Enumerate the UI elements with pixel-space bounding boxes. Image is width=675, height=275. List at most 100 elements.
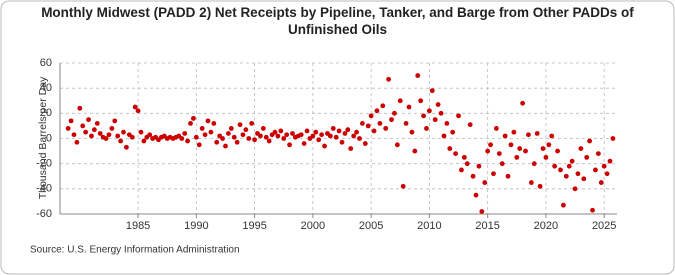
point — [444, 121, 450, 126]
point — [129, 134, 135, 140]
point — [523, 148, 528, 154]
y-tick-label: 0 — [46, 132, 52, 144]
point — [287, 142, 292, 148]
point — [488, 142, 493, 148]
point — [80, 123, 86, 129]
point — [470, 173, 476, 179]
point — [424, 126, 429, 131]
point — [400, 183, 406, 189]
point — [322, 143, 327, 149]
point — [461, 154, 467, 160]
point — [549, 133, 555, 139]
point — [342, 131, 348, 136]
point — [467, 122, 473, 128]
point — [578, 146, 584, 151]
point — [377, 121, 383, 126]
point — [199, 126, 205, 131]
point — [266, 138, 272, 144]
point — [499, 161, 505, 167]
point — [517, 146, 523, 151]
point — [435, 102, 441, 107]
point — [359, 121, 365, 126]
point — [429, 88, 435, 94]
point — [124, 144, 129, 150]
point — [514, 154, 520, 160]
point — [351, 133, 357, 139]
point — [86, 117, 91, 123]
point — [290, 131, 295, 136]
point — [68, 118, 74, 124]
point — [240, 132, 246, 138]
point — [135, 108, 141, 114]
point — [106, 132, 112, 138]
point — [228, 126, 234, 131]
point — [185, 138, 190, 144]
point — [260, 126, 266, 131]
point — [179, 136, 185, 141]
point — [482, 180, 488, 185]
x-tick-label: 2025 — [592, 220, 616, 232]
point — [505, 173, 511, 179]
point — [479, 209, 485, 214]
source: Source: U.S. Energy Information Administ… — [30, 245, 240, 256]
point — [526, 132, 531, 138]
point — [310, 133, 316, 139]
point — [258, 133, 263, 139]
x-tick-label: 2005 — [359, 220, 383, 232]
point — [304, 128, 310, 134]
point — [607, 158, 613, 164]
point — [103, 136, 109, 141]
point — [412, 148, 418, 154]
point — [558, 167, 563, 173]
point — [74, 139, 80, 145]
y-tick-label: -60 — [36, 208, 52, 220]
point — [389, 117, 394, 123]
point — [459, 167, 464, 173]
point — [453, 151, 459, 157]
point — [476, 163, 482, 169]
point — [593, 167, 598, 173]
point — [520, 100, 526, 106]
point — [118, 138, 123, 144]
point — [441, 133, 447, 139]
point — [141, 138, 147, 144]
point — [584, 154, 590, 160]
point — [552, 163, 558, 169]
point — [563, 173, 569, 179]
y-tick-label: -20 — [36, 158, 52, 170]
point — [243, 127, 249, 133]
point — [572, 186, 578, 192]
point — [473, 192, 479, 198]
point — [202, 132, 208, 138]
point — [491, 171, 496, 177]
point — [590, 207, 595, 213]
point — [208, 129, 214, 135]
point — [374, 108, 380, 114]
point — [508, 142, 514, 148]
point — [333, 134, 339, 140]
point — [112, 118, 118, 124]
point — [263, 134, 269, 140]
point — [383, 126, 389, 131]
point — [246, 136, 252, 141]
point — [569, 158, 575, 164]
point — [496, 151, 502, 157]
point — [301, 141, 307, 146]
point — [409, 129, 415, 135]
point — [278, 128, 284, 134]
point — [421, 113, 426, 119]
point — [281, 136, 287, 141]
point — [365, 123, 371, 129]
point — [121, 129, 126, 135]
y-tick-label: 60 — [40, 57, 52, 69]
point — [397, 98, 403, 104]
point — [182, 131, 188, 136]
point — [348, 146, 354, 151]
point — [604, 171, 610, 177]
x-tick-label: 2015 — [475, 220, 499, 232]
point — [65, 126, 71, 131]
point — [493, 126, 499, 131]
point — [97, 131, 103, 136]
point — [319, 132, 325, 138]
